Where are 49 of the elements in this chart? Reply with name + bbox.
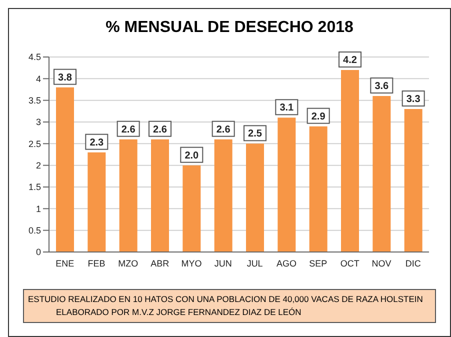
x-tick-label: MYO bbox=[181, 258, 202, 268]
data-label: 3.3 bbox=[406, 94, 421, 105]
x-tick-label: JUN bbox=[214, 258, 232, 268]
y-tick-label: 2 bbox=[36, 160, 41, 171]
y-tick-label: 1 bbox=[36, 204, 41, 214]
y-tick-label: 3 bbox=[36, 117, 41, 128]
x-tick-label: NOV bbox=[372, 258, 392, 268]
x-tick-label: ENE bbox=[56, 258, 74, 268]
data-label: 2.5 bbox=[248, 128, 262, 140]
bar bbox=[372, 96, 391, 252]
data-label: 4.2 bbox=[343, 55, 358, 66]
text: ELABORADO POR M.V.Z JORGE FERNANDEZ DIAZ DE LEÓN bbox=[55, 306, 302, 319]
data-label: 2.9 bbox=[311, 111, 326, 122]
bar bbox=[309, 126, 328, 252]
y-tick-label: 3.5 bbox=[28, 96, 41, 106]
y-tick-label: 4 bbox=[36, 74, 41, 84]
y-tick-label: 1.5 bbox=[28, 182, 41, 192]
x-tick-label: DIC bbox=[405, 258, 422, 268]
x-tick-label: ABR bbox=[150, 258, 170, 268]
data-label: 2.0 bbox=[184, 150, 200, 162]
y-tick-label: 0.5 bbox=[28, 226, 41, 236]
data-label: 2.3 bbox=[90, 137, 104, 148]
data-label: 3.6 bbox=[374, 81, 390, 92]
bar bbox=[341, 70, 359, 252]
bar bbox=[151, 139, 169, 252]
bar bbox=[278, 118, 296, 252]
x-tick-label: MZO bbox=[118, 258, 138, 268]
bar bbox=[246, 144, 264, 252]
bar bbox=[56, 87, 74, 252]
bar bbox=[88, 152, 106, 252]
data-label: 3.8 bbox=[58, 72, 72, 84]
x-tick-label: JUL bbox=[246, 258, 263, 268]
text: ESTUDIO REALIZADO EN 10 HATOS CON UNA POBLACION DE 40,000 VACAS DE RAZA HOLSTEIN bbox=[28, 293, 424, 306]
data-label: 2.6 bbox=[216, 124, 231, 136]
y-tick-label: 2.5 bbox=[28, 138, 41, 149]
chart-title: % MENSUAL DE DESECHO 2018 bbox=[104, 19, 354, 37]
data-label: 3.1 bbox=[280, 102, 294, 114]
x-tick-label: SEP bbox=[309, 258, 328, 268]
data-label: 2.6 bbox=[153, 124, 168, 136]
bar bbox=[404, 109, 422, 252]
y-tick-label: 0 bbox=[36, 247, 41, 258]
y-tick-label: 4.5 bbox=[28, 52, 41, 62]
bar bbox=[214, 139, 232, 252]
data-label: 2.6 bbox=[121, 124, 136, 136]
x-tick-label: AGO bbox=[276, 258, 297, 268]
bar bbox=[182, 165, 201, 252]
x-tick-label: OCT bbox=[340, 258, 360, 268]
x-tick-label: FEB bbox=[88, 258, 106, 268]
bar bbox=[119, 139, 138, 252]
